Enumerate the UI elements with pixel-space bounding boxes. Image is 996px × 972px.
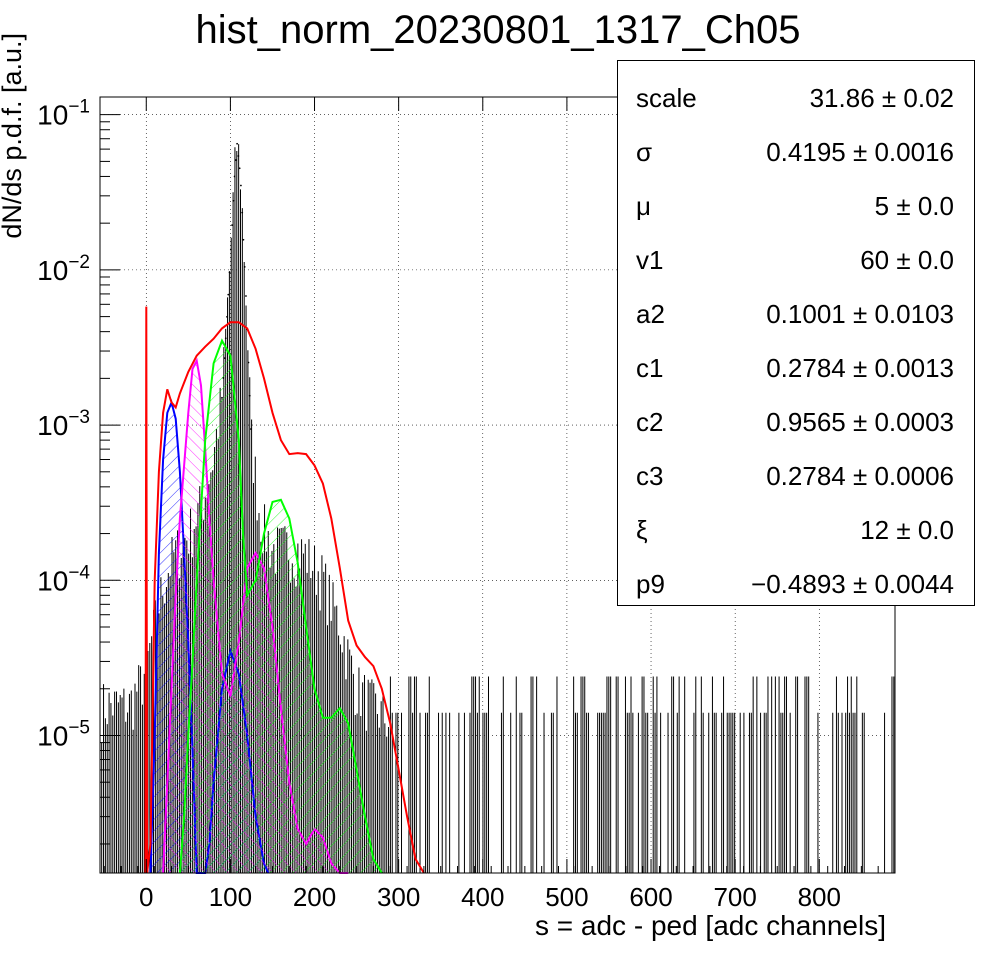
stat-name: c3: [636, 461, 664, 491]
stat-row-p9: p9 −0.4893 ± 0.0044: [618, 557, 974, 611]
y-tick-label: 10−1: [37, 97, 90, 131]
histogram-point: [232, 199, 235, 202]
x-tick-label: 400: [461, 882, 504, 912]
histogram-point: [245, 295, 247, 297]
x-axis-label: s = adc - ped [adc channels]: [535, 910, 886, 941]
stat-name: a2: [636, 299, 665, 329]
stat-value: 0.1001 ± 0.0103: [766, 299, 954, 329]
histogram-point: [248, 394, 251, 397]
stat-row-v1: v1 60 ± 0.0: [618, 233, 974, 287]
component-fill: [179, 340, 382, 874]
chart-title: hist_norm_20230801_1317_Ch05: [195, 8, 801, 52]
stat-row-scale: scale 31.86 ± 0.02: [618, 71, 974, 125]
stat-value: −0.4893 ± 0.0044: [751, 569, 954, 599]
histogram-point: [226, 315, 228, 318]
stat-name: c2: [636, 407, 664, 437]
stat-name: v1: [636, 245, 664, 275]
y-axis-label: dN/ds p.d.f. [a.u.]: [0, 33, 27, 239]
x-tick-label: 600: [629, 882, 672, 912]
histogram-point: [227, 293, 230, 296]
stat-value: 60 ± 0.0: [860, 245, 954, 275]
stat-value: 0.2784 ± 0.0006: [766, 461, 954, 491]
stat-row-c2: c2 0.9565 ± 0.0003: [618, 395, 974, 449]
histogram-point: [238, 167, 241, 170]
histogram-point: [240, 184, 242, 187]
stat-row-c1: c1 0.2784 ± 0.0013: [618, 341, 974, 395]
stat-value: 12 ± 0.0: [860, 515, 954, 545]
stat-name: p9: [636, 569, 665, 599]
stat-name: c1: [636, 353, 664, 383]
stat-row-mu: μ 5 ± 0.0: [618, 179, 974, 233]
y-tick-label: 10−4: [37, 562, 90, 596]
stat-value: 0.4195 ± 0.0016: [766, 137, 954, 167]
x-tick-label: 200: [293, 882, 336, 912]
histogram-point: [247, 361, 250, 364]
x-tick-label: 500: [545, 882, 588, 912]
y-tick-label: 10−5: [37, 717, 90, 751]
stat-value: 0.9565 ± 0.0003: [766, 407, 954, 437]
histogram-point: [224, 337, 227, 340]
stat-row-xi: ξ 12 ± 0.0: [618, 503, 974, 557]
x-tick-label: 100: [209, 882, 252, 912]
component-curve: [178, 338, 383, 874]
histogram-point: [233, 175, 236, 178]
histogram-point: [241, 211, 244, 214]
total-fit-curve: [144, 306, 425, 874]
x-tick-label: 800: [798, 882, 841, 912]
histogram-point: [236, 142, 239, 145]
stat-value: 31.86 ± 0.02: [809, 83, 954, 113]
stat-row-sigma: σ 0.4195 ± 0.0016: [618, 125, 974, 179]
histogram-point: [237, 155, 240, 157]
x-tick-label: 0: [139, 882, 153, 912]
stat-name: ξ: [636, 515, 648, 545]
stat-name: scale: [636, 83, 697, 113]
fit-stats-box: scale 31.86 ± 0.02 σ 0.4195 ± 0.0016 μ 5…: [617, 60, 975, 606]
stat-name: σ: [636, 137, 653, 167]
x-tick-label: 700: [713, 882, 756, 912]
y-tick-label: 10−3: [37, 407, 90, 441]
x-tick-label: 300: [377, 882, 420, 912]
histogram-point: [234, 159, 237, 161]
stat-value: 0.2784 ± 0.0013: [766, 353, 954, 383]
histogram-point: [228, 271, 231, 274]
stat-name: μ: [636, 191, 651, 221]
histogram-point: [250, 428, 252, 430]
y-tick-label: 10−2: [37, 252, 90, 286]
histogram-point: [231, 224, 233, 227]
stat-row-a2: a2 0.1001 ± 0.0103: [618, 287, 974, 341]
histogram-point: [243, 265, 246, 268]
histogram-point: [242, 238, 245, 241]
histogram-point: [229, 248, 232, 251]
stat-row-c3: c3 0.2784 ± 0.0006: [618, 449, 974, 503]
stat-value: 5 ± 0.0: [874, 191, 954, 221]
